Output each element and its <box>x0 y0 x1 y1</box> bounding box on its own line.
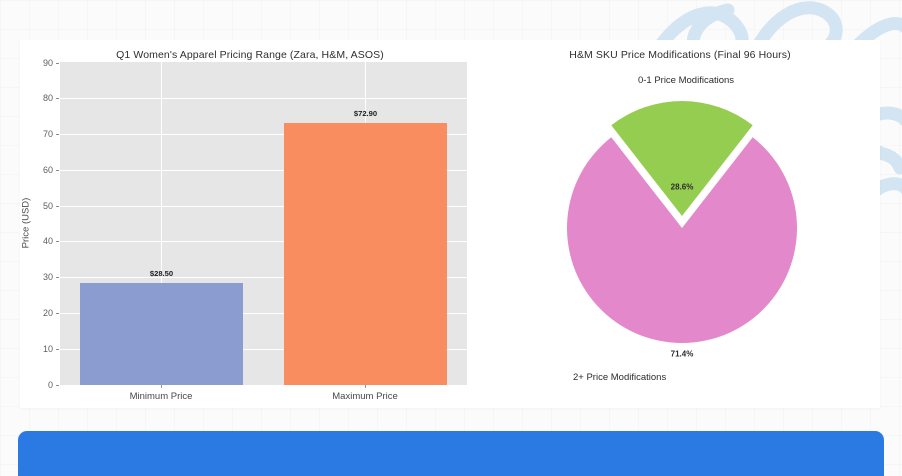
bar-chart-ytick-20: 20 <box>26 308 60 318</box>
bar-chart-gridline <box>60 134 467 135</box>
bar-chart-plot-area: $28.50 $72.90 0 10 20 30 40 50 60 70 80 … <box>43 58 467 402</box>
bar-chart-xtick-mark <box>365 385 366 388</box>
pie-chart-svg <box>567 101 797 344</box>
pie-percent-label-0to1: 28.6% <box>670 182 694 192</box>
report-card: Q1 Women's Apparel Pricing Range (Zara, … <box>20 40 880 408</box>
pie-chart: H&M SKU Price Modifications (Final 96 Ho… <box>480 40 880 408</box>
pie-slice-0to1-modifications[interactable] <box>611 101 753 216</box>
bottom-accent-bar <box>18 431 884 476</box>
bar-chart-gridline <box>60 206 467 207</box>
bar-minimum-price[interactable] <box>80 283 243 385</box>
bar-chart: Q1 Women's Apparel Pricing Range (Zara, … <box>20 40 480 408</box>
bar-chart-gridline <box>60 277 467 278</box>
bar-chart-gridline <box>60 170 467 171</box>
bar-value-label-maximum: $72.90 <box>353 109 378 118</box>
bar-chart-gridline <box>60 349 467 350</box>
bar-chart-ytick-80: 80 <box>26 93 60 103</box>
bar-chart-ytick-60: 60 <box>26 165 60 175</box>
bar-chart-xtick-label-maximum: Maximum Price <box>332 391 398 402</box>
bar-chart-ytick-70: 70 <box>26 129 60 139</box>
pie-slice-2plus-modifications[interactable] <box>567 137 797 344</box>
bar-chart-ytick-0: 0 <box>26 380 60 390</box>
bar-chart-ytick-90: 90 <box>26 58 60 68</box>
pie-category-label-2plus: 2+ Price Modifications <box>573 372 667 383</box>
bar-maximum-price[interactable] <box>284 123 447 385</box>
pie-category-label-0to1: 0-1 Price Modifications <box>637 75 735 86</box>
bar-chart-xtick-label-minimum: Minimum Price <box>129 391 193 402</box>
bar-value-label-minimum: $28.50 <box>149 269 174 278</box>
bar-chart-title: Q1 Women's Apparel Pricing Range (Zara, … <box>116 49 384 61</box>
pie-chart-title: H&M SKU Price Modifications (Final 96 Ho… <box>569 49 791 61</box>
bar-chart-ytick-50: 50 <box>26 201 60 211</box>
pie-percent-label-2plus: 71.4% <box>670 349 694 359</box>
bar-chart-xtick-mark <box>161 385 162 388</box>
bar-chart-gridline <box>60 98 467 99</box>
bar-chart-ytick-10: 10 <box>26 344 60 354</box>
bar-chart-ytick-30: 30 <box>26 272 60 282</box>
bar-chart-ytick-40: 40 <box>26 236 60 246</box>
bar-chart-vgridline <box>161 62 162 385</box>
bar-chart-gridline <box>60 241 467 242</box>
bar-chart-gridline <box>60 313 467 314</box>
